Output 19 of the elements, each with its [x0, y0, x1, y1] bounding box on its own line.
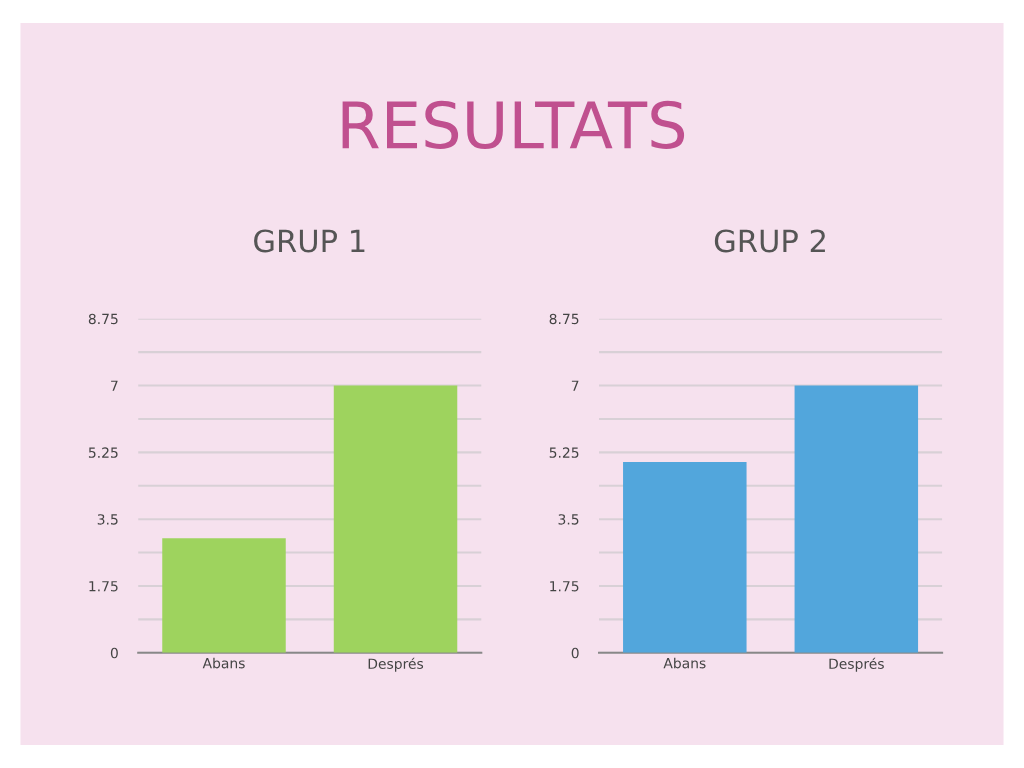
y-tick-label: 3.5	[558, 514, 579, 525]
y-tick-label: 0	[110, 647, 118, 659]
text: RESULTATS	[342, 100, 685, 150]
x-tick-label: Abans	[202, 657, 245, 669]
y-tick-label: 5.25	[549, 447, 579, 458]
y-tick-label: 8.75	[549, 313, 579, 325]
x-tick-label: Després	[829, 657, 884, 672]
x-tick-label: Després	[368, 657, 424, 672]
y-tick-label: 8.75	[88, 313, 118, 325]
chart-title: GRUP 2	[714, 229, 825, 253]
y-tick-label: 5.25	[88, 447, 118, 458]
x-tick-label: Abans	[663, 657, 706, 669]
chart-title: GRUP 1	[254, 229, 365, 253]
y-tick-label: 7	[111, 380, 118, 391]
y-tick-label: 1.75	[89, 581, 118, 592]
y-tick-label: 3.5	[97, 514, 118, 525]
y-tick-label: 1.75	[550, 581, 579, 592]
y-tick-label: 0	[571, 647, 579, 659]
y-tick-label: 7	[571, 380, 579, 391]
